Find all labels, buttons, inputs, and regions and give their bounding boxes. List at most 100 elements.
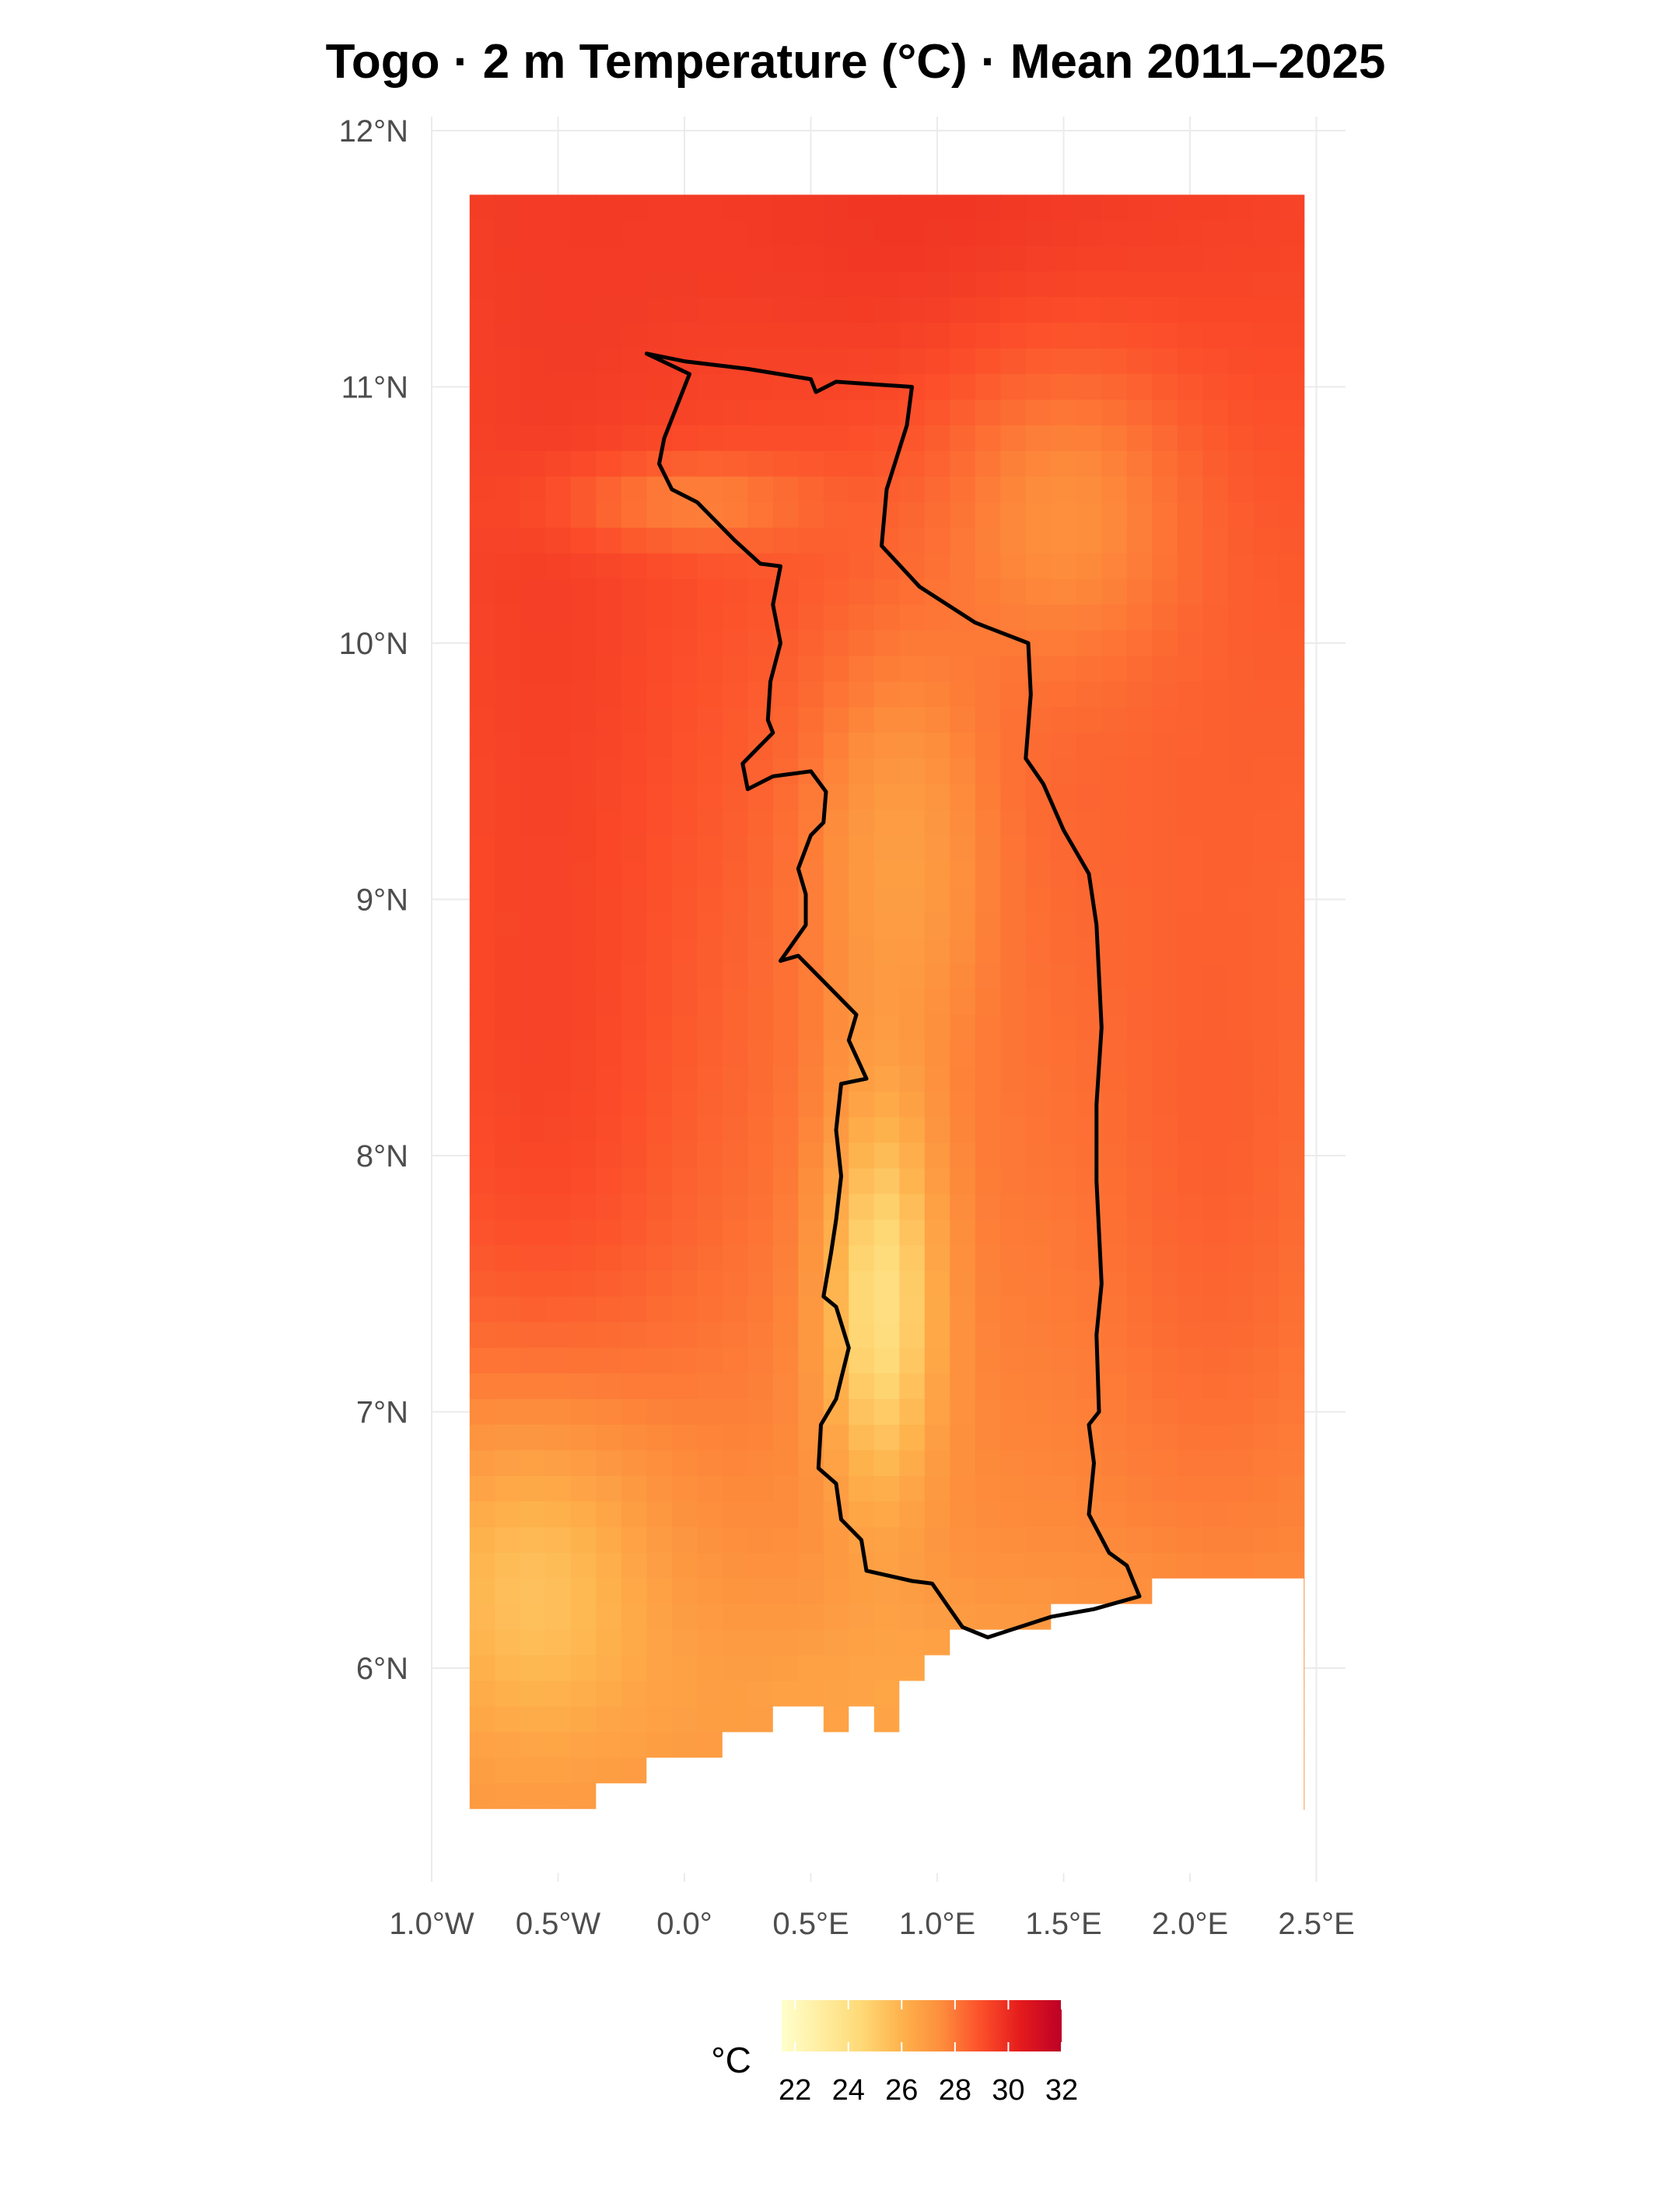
raster-cell [1000, 656, 1027, 683]
raster-cell [899, 297, 926, 324]
raster-cell [646, 271, 673, 299]
raster-cell [646, 1065, 673, 1093]
raster-cell [849, 1296, 875, 1324]
raster-cell [849, 348, 875, 376]
raster-cell [697, 323, 723, 350]
raster-cell [1076, 194, 1103, 222]
raster-cell [975, 1578, 1002, 1605]
raster-cell [646, 707, 673, 734]
raster-cell [975, 553, 1002, 580]
raster-cell [899, 1348, 926, 1375]
raster-cell [697, 1348, 723, 1375]
raster-cell [1025, 1168, 1052, 1195]
raster-cell [697, 887, 723, 913]
raster-cell [596, 1271, 622, 1298]
raster-cell [772, 887, 800, 913]
raster-cell [1101, 348, 1128, 376]
raster-cell [747, 1501, 774, 1528]
raster-cell [621, 450, 648, 477]
raster-cell [1076, 681, 1103, 708]
raster-cell [570, 246, 597, 273]
raster-cell [570, 271, 597, 299]
raster-cell [520, 733, 547, 760]
raster-cell [697, 1475, 723, 1502]
raster-cell [621, 1450, 648, 1477]
raster-cell [798, 194, 824, 222]
raster-cell [671, 1373, 698, 1401]
raster-cell [621, 1117, 648, 1144]
raster-cell [975, 400, 1002, 426]
raster-cell [722, 1194, 749, 1221]
raster-cell [899, 1091, 926, 1118]
raster-cell [697, 1168, 723, 1195]
raster-cell [646, 835, 673, 862]
raster-cell [646, 1373, 673, 1401]
raster-cell [596, 1629, 622, 1656]
raster-cell [520, 758, 547, 785]
raster-cell [1253, 1322, 1279, 1349]
raster-cell [570, 502, 597, 529]
raster-cell [570, 1604, 597, 1631]
raster-cell [1152, 271, 1178, 299]
raster-cell [596, 707, 622, 734]
raster-cell [520, 1219, 547, 1247]
raster-cell [798, 1348, 824, 1375]
raster-cell [873, 1706, 901, 1733]
raster-cell [849, 1450, 875, 1477]
raster-cell [1000, 733, 1027, 760]
raster-cell [621, 1219, 648, 1247]
raster-cell [975, 912, 1002, 939]
raster-cell [596, 1501, 622, 1528]
raster-cell [1000, 502, 1027, 529]
raster-cell [570, 220, 597, 247]
raster-cell [1000, 758, 1027, 785]
raster-cell [798, 425, 824, 452]
raster-cell [545, 1194, 572, 1221]
raster-cell [469, 681, 496, 708]
raster-cell [1000, 220, 1027, 247]
raster-cell [1202, 887, 1229, 913]
raster-cell [1126, 758, 1153, 785]
raster-cell [596, 1142, 622, 1170]
raster-cell [1177, 527, 1204, 554]
raster-cell [1177, 1142, 1204, 1170]
raster-cell [849, 707, 875, 734]
raster-cell [823, 912, 850, 939]
raster-cell [1177, 1014, 1204, 1041]
raster-cell [950, 450, 976, 477]
raster-cell [1177, 400, 1204, 426]
raster-cell [798, 1194, 824, 1221]
raster-cell [823, 733, 850, 760]
raster-cell [950, 784, 976, 811]
raster-cell [1025, 1245, 1052, 1272]
raster-cell [1000, 1271, 1027, 1298]
raster-cell [469, 963, 496, 990]
raster-cell [1253, 1552, 1279, 1579]
raster-cell [950, 323, 976, 350]
raster-cell [1227, 1142, 1255, 1170]
raster-cell [975, 758, 1002, 785]
raster-cell [469, 271, 496, 299]
raster-cell [1051, 1296, 1077, 1324]
raster-cell [671, 656, 698, 683]
raster-cell [924, 630, 951, 657]
raster-cell [1025, 220, 1052, 247]
raster-cell [545, 1604, 572, 1631]
raster-cell [1051, 220, 1077, 247]
raster-cell [697, 1629, 723, 1656]
raster-cell [1101, 271, 1128, 299]
raster-cell [924, 1219, 951, 1247]
raster-cell [899, 348, 926, 376]
raster-cell [1000, 1117, 1027, 1144]
raster-cell [621, 476, 648, 503]
raster-cell [596, 527, 622, 554]
raster-cell [975, 1450, 1002, 1477]
raster-cell [1126, 1271, 1153, 1298]
raster-cell [495, 937, 521, 964]
raster-cell [873, 323, 901, 350]
raster-cell [1051, 937, 1077, 964]
raster-cell [798, 1655, 824, 1682]
raster-cell [596, 988, 622, 1016]
raster-cell [1126, 476, 1153, 503]
raster-cell [1202, 579, 1229, 606]
